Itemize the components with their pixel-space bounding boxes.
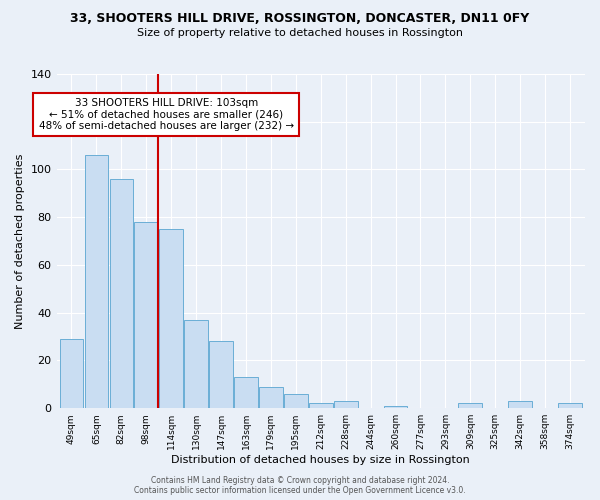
Bar bbox=[309, 404, 332, 408]
Bar bbox=[508, 401, 532, 408]
Bar bbox=[59, 339, 83, 408]
Bar bbox=[458, 404, 482, 408]
X-axis label: Distribution of detached houses by size in Rossington: Distribution of detached houses by size … bbox=[172, 455, 470, 465]
Bar bbox=[259, 386, 283, 408]
Text: Size of property relative to detached houses in Rossington: Size of property relative to detached ho… bbox=[137, 28, 463, 38]
Bar bbox=[334, 401, 358, 408]
Y-axis label: Number of detached properties: Number of detached properties bbox=[15, 154, 25, 329]
Text: 33, SHOOTERS HILL DRIVE, ROSSINGTON, DONCASTER, DN11 0FY: 33, SHOOTERS HILL DRIVE, ROSSINGTON, DON… bbox=[70, 12, 530, 26]
Bar bbox=[284, 394, 308, 408]
Bar bbox=[184, 320, 208, 408]
Bar bbox=[234, 377, 258, 408]
Bar bbox=[85, 155, 108, 408]
Bar bbox=[160, 229, 183, 408]
Bar bbox=[209, 342, 233, 408]
Text: 33 SHOOTERS HILL DRIVE: 103sqm
← 51% of detached houses are smaller (246)
48% of: 33 SHOOTERS HILL DRIVE: 103sqm ← 51% of … bbox=[38, 98, 294, 131]
Bar bbox=[134, 222, 158, 408]
Bar bbox=[558, 404, 582, 408]
Bar bbox=[110, 179, 133, 408]
Text: Contains HM Land Registry data © Crown copyright and database right 2024.
Contai: Contains HM Land Registry data © Crown c… bbox=[134, 476, 466, 495]
Bar bbox=[384, 406, 407, 408]
